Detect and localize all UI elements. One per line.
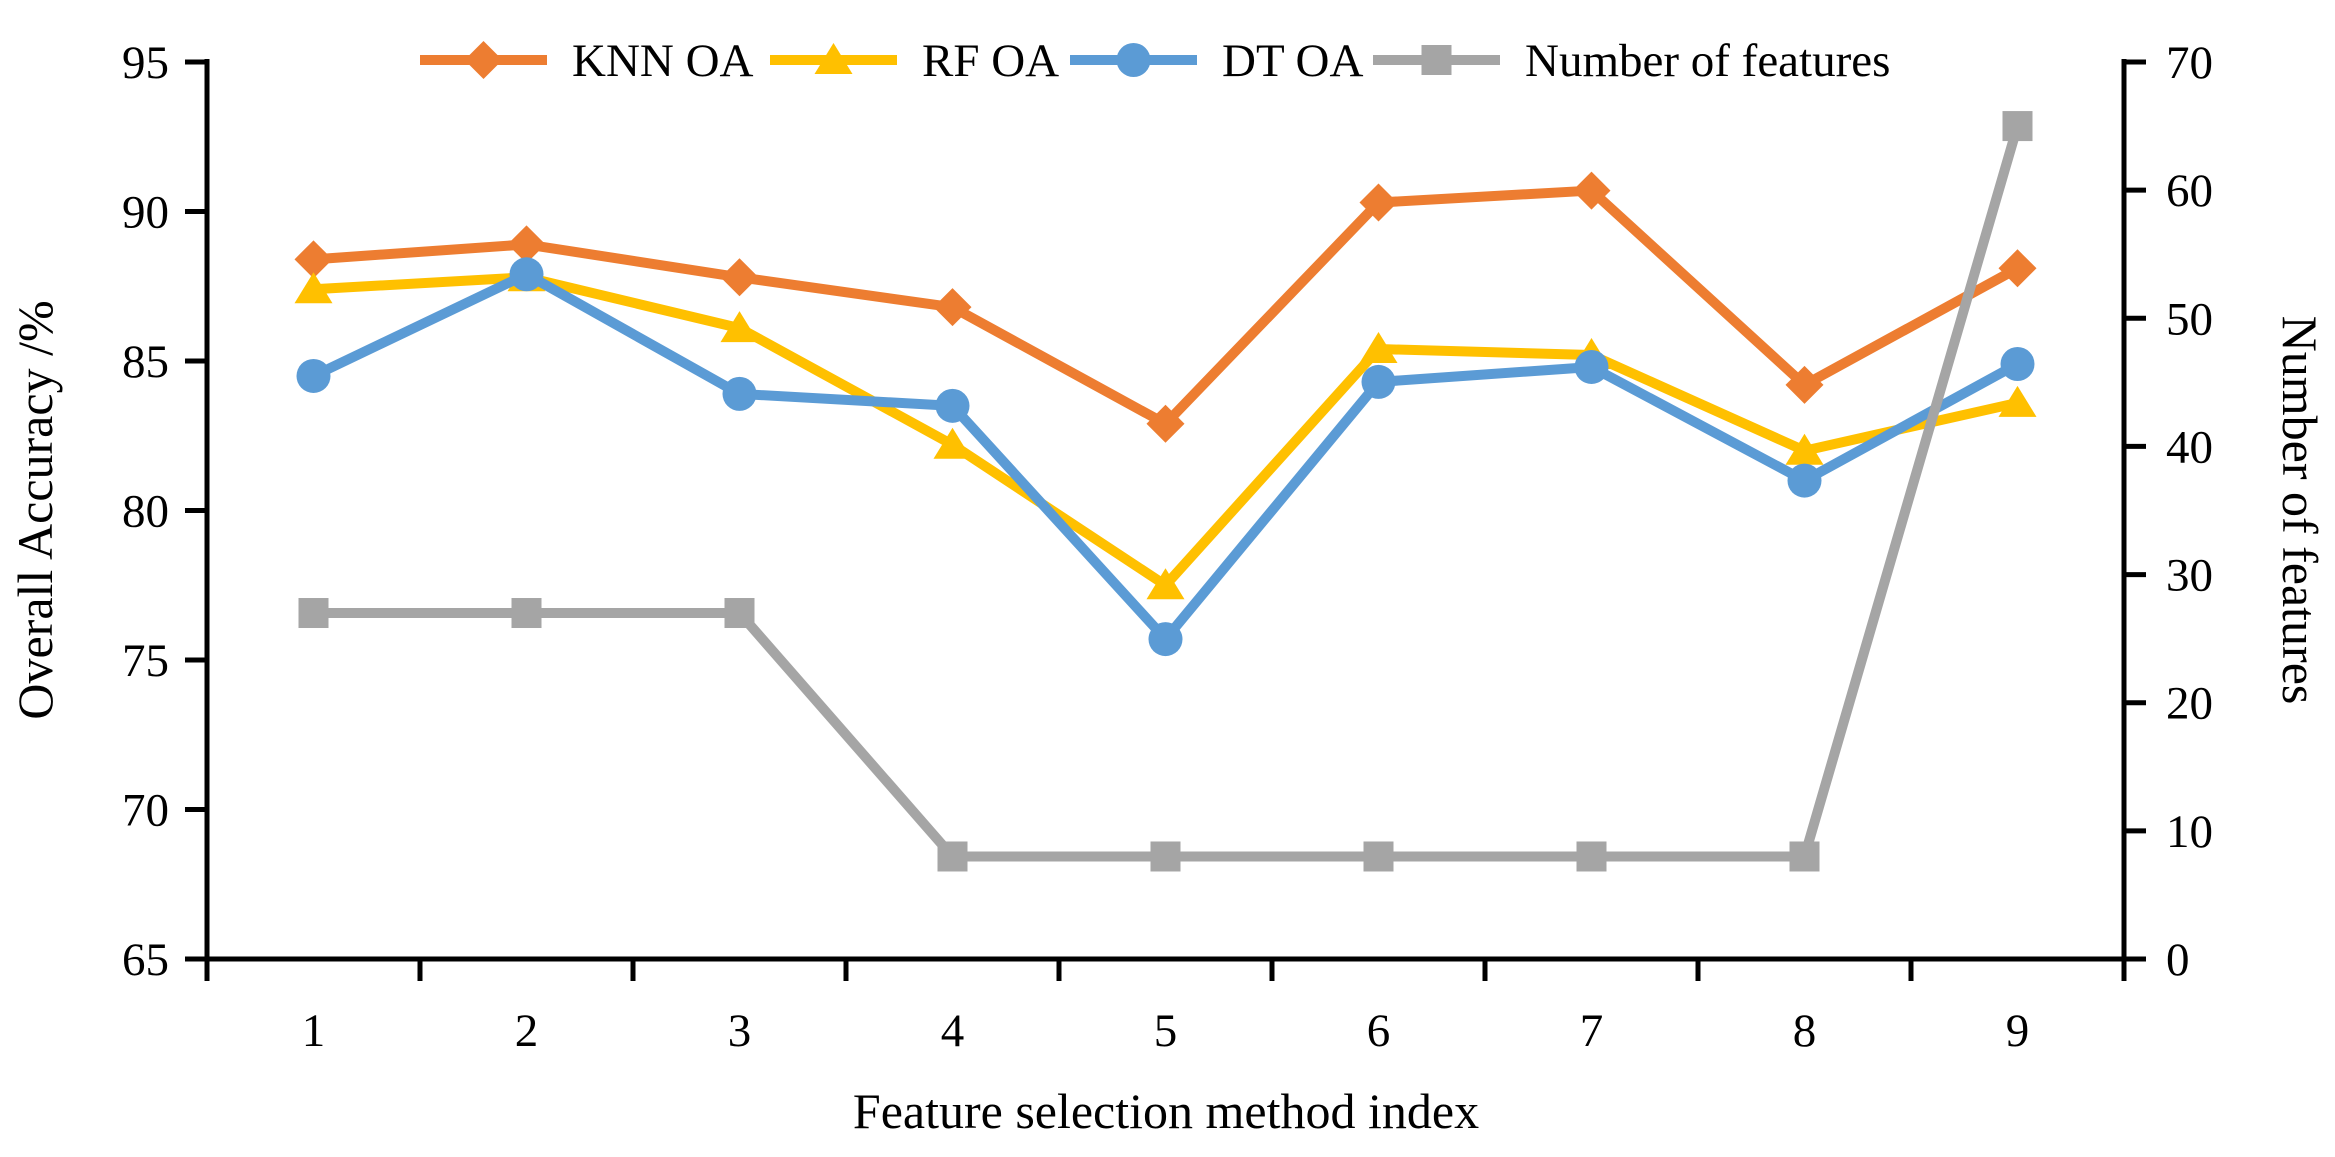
x-axis-tick-label: 2 <box>515 1005 539 1057</box>
series-marker-rf-oa <box>1146 568 1185 600</box>
left-axis-tick-label: 85 <box>122 336 169 388</box>
series-marker-knn-oa <box>1359 183 1398 222</box>
series-marker-dt-oa <box>1787 463 1822 498</box>
x-axis-tick-label: 3 <box>728 1005 752 1057</box>
legend-item-rf-oa: RF OA <box>770 35 1059 87</box>
series-marker-dt-oa <box>2000 346 2035 381</box>
series-marker-dt-oa <box>1361 364 1396 399</box>
right-axis-tick-label: 0 <box>2166 934 2190 986</box>
x-axis-title: Feature selection method index <box>853 1083 1479 1139</box>
series-line-knn-oa <box>308 185 2023 429</box>
series-marker-dt-oa <box>935 388 970 423</box>
x-axis-tick-label: 9 <box>2006 1005 2030 1057</box>
series-marker-knn-oa <box>1998 249 2037 288</box>
legend-marker-triangle <box>814 43 853 74</box>
series-marker-knn-oa <box>720 258 759 297</box>
x-axis-tick-labels: 1 2 3 4 5 6 7 8 9 <box>302 1005 2030 1057</box>
legend-item-knn-oa: KNN OA <box>420 35 754 87</box>
x-axis-ticks <box>204 959 2127 981</box>
legend-marker-diamond <box>464 41 503 79</box>
series-marker-number-of-features <box>1150 841 1181 872</box>
left-axis-tick-label: 70 <box>122 785 169 837</box>
legend-marker-circle <box>1116 43 1151 77</box>
right-axis-tick-label: 20 <box>2166 678 2213 730</box>
right-axis-tick-label: 30 <box>2166 550 2213 602</box>
series-marker-knn-oa <box>933 288 972 327</box>
series-marker-dt-oa <box>722 376 757 411</box>
legend-label: Number of features <box>1525 35 1890 87</box>
left-y-axis-title: Overall Accuracy /% <box>7 300 63 719</box>
x-axis-tick-label: 5 <box>1154 1005 1178 1057</box>
right-y-axis-title: Number of features <box>2272 316 2328 705</box>
x-axis-tick-label: 1 <box>302 1005 326 1057</box>
series-marker-knn-oa <box>1146 404 1185 443</box>
series-line-number-of-features <box>308 121 2023 862</box>
left-axis-tick-label: 65 <box>122 934 169 986</box>
right-axis-tick-labels: 0 10 20 30 40 50 60 70 <box>2166 37 2213 986</box>
series-marker-dt-oa <box>1148 622 1183 657</box>
series-marker-knn-oa <box>294 240 333 279</box>
series-marker-number-of-features <box>1576 841 1607 872</box>
right-axis-tick-label: 10 <box>2166 806 2213 858</box>
legend: KNN OA RF OA DT OA Number of features <box>420 35 1890 87</box>
series-marker-number-of-features <box>724 598 755 629</box>
legend-label: KNN OA <box>572 35 754 87</box>
series-marker-number-of-features <box>298 598 329 629</box>
x-axis-tick-label: 8 <box>1793 1005 1817 1057</box>
series-marker-number-of-features <box>1363 841 1394 872</box>
series-marker-rf-oa <box>933 427 972 459</box>
series-marker-rf-oa <box>1785 433 1824 465</box>
series-marker-rf-oa <box>294 272 333 304</box>
right-axis-tick-label: 50 <box>2166 293 2213 345</box>
left-axis-tick-label: 80 <box>122 486 169 538</box>
legend-label: DT OA <box>1222 35 1363 87</box>
series-marker-dt-oa <box>509 257 544 292</box>
left-axis-tick-labels: 65 70 75 80 85 90 95 <box>122 37 169 986</box>
left-axis-tick-label: 95 <box>122 37 169 89</box>
series-marker-number-of-features <box>2002 111 2033 142</box>
x-axis-tick-label: 6 <box>1367 1005 1391 1057</box>
series-marker-number-of-features <box>937 841 968 872</box>
series-marker-number-of-features <box>511 598 542 629</box>
series-marker-rf-oa <box>1998 385 2037 417</box>
legend-marker-square <box>1421 45 1452 75</box>
series-marker-dt-oa <box>1574 349 1609 384</box>
axes <box>204 59 2127 962</box>
series-marker-number-of-features <box>1789 841 1820 872</box>
right-axis-ticks <box>2124 59 2146 962</box>
series-marker-knn-oa <box>1785 365 1824 404</box>
x-axis-tick-label: 4 <box>941 1005 965 1057</box>
left-axis-ticks <box>185 59 207 962</box>
right-axis-tick-label: 40 <box>2166 421 2213 473</box>
right-axis-tick-label: 60 <box>2166 165 2213 217</box>
x-axis-tick-label: 7 <box>1580 1005 1604 1057</box>
series-marker-rf-oa <box>1359 332 1398 364</box>
right-axis-tick-label: 70 <box>2166 37 2213 89</box>
legend-label: RF OA <box>922 35 1059 87</box>
series-marker-rf-oa <box>720 311 759 343</box>
series-marker-knn-oa <box>1572 171 1611 210</box>
left-axis-tick-label: 90 <box>122 187 169 239</box>
plot-area <box>294 111 2037 872</box>
legend-item-number-of-features: Number of features <box>1373 35 1890 87</box>
series-marker-knn-oa <box>507 225 546 264</box>
legend-item-dt-oa: DT OA <box>1070 35 1363 87</box>
left-axis-tick-label: 75 <box>122 635 169 687</box>
series-marker-dt-oa <box>296 358 331 393</box>
